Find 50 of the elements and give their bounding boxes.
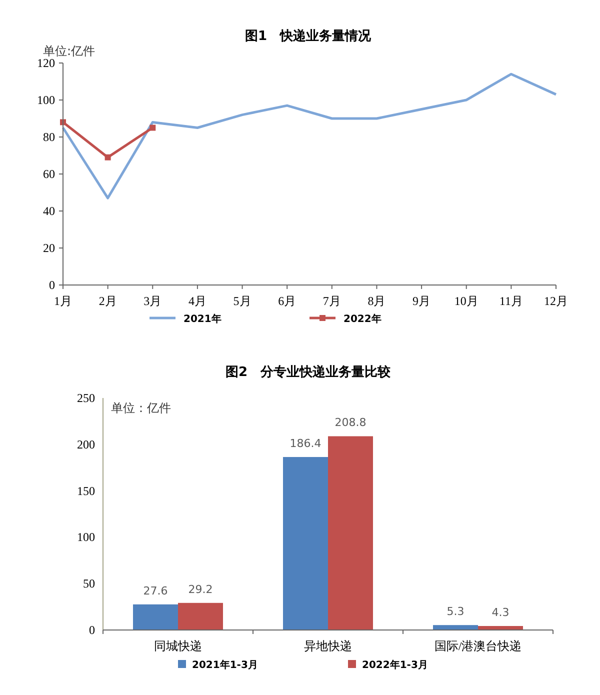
y-tick-label: 20 (43, 241, 55, 255)
x-tick-label: 1月 (54, 294, 72, 308)
y-tick-label: 250 (77, 391, 95, 405)
y-tick-label: 120 (37, 56, 55, 70)
y-tick-label: 0 (89, 623, 95, 637)
text: 单位:亿件 (43, 44, 96, 58)
y-tick-label: 0 (49, 278, 55, 292)
annotation: 单位：亿件 (111, 401, 171, 415)
chart-title: 图2 分专业快递业务量比较 (225, 364, 392, 380)
x-tick-label: 4月 (188, 294, 206, 308)
x-tick-label: 10月 (454, 294, 478, 308)
x-tick-label: 9月 (412, 294, 431, 308)
y-tick-label: 150 (77, 484, 95, 498)
y-tick-label: 80 (43, 130, 55, 144)
x-tick-label: 2月 (98, 294, 117, 308)
y-tick-label: 40 (43, 204, 55, 218)
x-tick-label: 3月 (144, 294, 162, 308)
legend-label: 2022年 (344, 313, 382, 325)
x-tick-label: 国际/港澳台快递 (434, 639, 522, 653)
bar (133, 604, 178, 630)
bar (283, 457, 328, 630)
bar (328, 436, 373, 630)
legend-label: 2021年 (184, 313, 222, 325)
bar (178, 602, 223, 630)
x-tick-label: 12月 (544, 294, 568, 308)
y-tick-label: 50 (83, 576, 95, 591)
x-tick-label: 5月 (233, 294, 252, 308)
data-label: 5.3 (446, 605, 464, 618)
y-tick-label: 100 (77, 530, 95, 544)
point (150, 124, 156, 131)
data-label: 186.4 (290, 437, 322, 450)
y-tick-label: 60 (43, 167, 55, 181)
point (104, 154, 111, 160)
y-tick-label: 200 (77, 437, 95, 452)
chart-title: 图1 快递业务量情况 (244, 28, 372, 44)
x-tick-label: 8月 (368, 294, 386, 308)
x-tick-label: 11月 (499, 294, 523, 308)
x-tick-label: 6月 (278, 294, 296, 308)
line-series (62, 72, 558, 200)
x-tick-label: 7月 (322, 294, 341, 308)
legend-label: 2021年1-3月 (192, 659, 258, 671)
y-tick-label: 100 (37, 93, 55, 107)
data-label: 4.3 (492, 606, 510, 620)
x-tick-label: 异地快递 (304, 639, 352, 653)
data-label: 208.8 (334, 416, 366, 430)
data-label: 29.2 (188, 582, 213, 596)
x-tick-label: 同城快递 (154, 639, 202, 653)
data-label: 27.6 (143, 584, 168, 598)
legend-label: 2022年1-3月 (362, 659, 428, 671)
bar (433, 625, 478, 630)
